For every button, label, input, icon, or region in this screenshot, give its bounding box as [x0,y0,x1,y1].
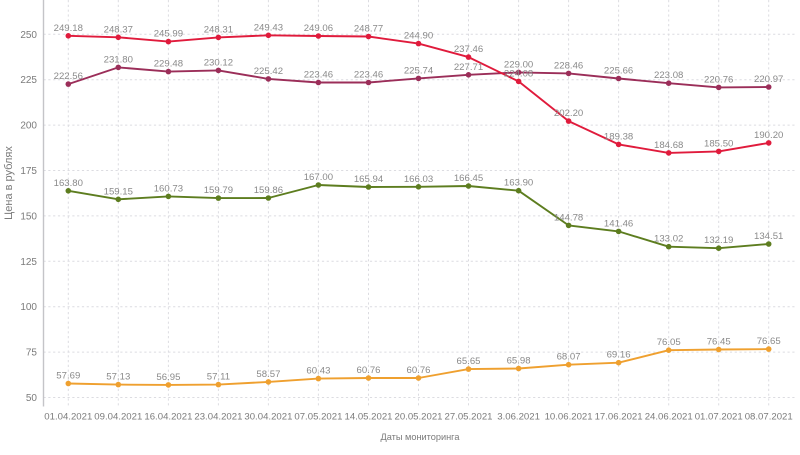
svg-text:01.04.2021: 01.04.2021 [44,412,92,423]
svg-text:134.51: 134.51 [754,231,783,242]
svg-text:244.90: 244.90 [404,31,433,42]
svg-text:223.08: 223.08 [654,70,683,81]
svg-text:01.07.2021: 01.07.2021 [695,412,743,423]
svg-text:125: 125 [20,257,37,268]
svg-text:166.03: 166.03 [404,174,433,185]
svg-text:159.86: 159.86 [254,185,283,196]
svg-text:100: 100 [20,302,37,313]
svg-text:150: 150 [20,211,37,222]
svg-text:65.98: 65.98 [507,356,531,367]
svg-text:Даты мониторинга: Даты мониторинга [381,432,461,442]
svg-text:231.80: 231.80 [104,54,133,65]
svg-text:229.48: 229.48 [154,59,183,70]
svg-text:202.20: 202.20 [554,108,583,119]
svg-text:69.16: 69.16 [607,350,631,361]
svg-text:166.45: 166.45 [454,173,483,184]
svg-text:248.31: 248.31 [204,24,233,35]
svg-text:237.46: 237.46 [454,44,483,55]
svg-text:200: 200 [20,121,37,132]
svg-text:248.77: 248.77 [354,24,383,35]
svg-text:249.18: 249.18 [54,23,83,34]
svg-text:229.00: 229.00 [504,59,533,70]
svg-text:17.06.2021: 17.06.2021 [595,412,643,423]
svg-text:225.66: 225.66 [604,66,633,77]
svg-text:159.15: 159.15 [104,186,133,197]
svg-text:76.65: 76.65 [757,336,781,347]
svg-text:30.04.2021: 30.04.2021 [244,412,292,423]
svg-text:Цена в рублях: Цена в рублях [3,146,15,220]
svg-text:50: 50 [26,393,38,404]
svg-text:132.19: 132.19 [704,235,733,246]
svg-text:57.11: 57.11 [207,372,230,383]
svg-text:228.46: 228.46 [554,60,583,71]
svg-text:20.05.2021: 20.05.2021 [394,412,442,423]
svg-text:163.90: 163.90 [504,178,533,189]
svg-text:57.13: 57.13 [106,372,130,383]
svg-text:27.05.2021: 27.05.2021 [444,412,492,423]
svg-text:189.38: 189.38 [604,131,633,142]
svg-text:220.76: 220.76 [704,74,733,85]
svg-text:24.06.2021: 24.06.2021 [645,412,693,423]
svg-text:222.56: 222.56 [54,71,83,82]
svg-text:163.80: 163.80 [54,178,83,189]
svg-text:225: 225 [20,75,37,86]
svg-text:75: 75 [26,348,38,359]
svg-text:57.69: 57.69 [56,371,80,382]
svg-text:245.99: 245.99 [154,29,183,40]
svg-text:23.04.2021: 23.04.2021 [194,412,242,423]
svg-text:56.95: 56.95 [156,372,180,383]
svg-text:60.43: 60.43 [306,366,330,377]
svg-text:09.04.2021: 09.04.2021 [94,412,142,423]
svg-text:3.06.2021: 3.06.2021 [497,412,540,423]
svg-text:76.45: 76.45 [707,337,731,348]
svg-text:165.94: 165.94 [354,174,384,185]
svg-text:76.05: 76.05 [657,337,681,348]
svg-text:65.65: 65.65 [456,356,480,367]
svg-text:175: 175 [20,166,37,177]
svg-text:220.97: 220.97 [754,74,783,85]
svg-text:167.00: 167.00 [304,172,333,183]
svg-text:223.46: 223.46 [304,70,333,81]
svg-text:58.57: 58.57 [256,369,280,380]
svg-text:60.76: 60.76 [406,365,430,376]
svg-text:16.04.2021: 16.04.2021 [144,412,192,423]
svg-text:159.79: 159.79 [204,185,233,196]
svg-text:60.76: 60.76 [356,365,380,376]
svg-text:68.07: 68.07 [557,352,581,363]
svg-text:230.12: 230.12 [204,57,233,68]
svg-text:160.73: 160.73 [154,183,183,194]
svg-text:133.02: 133.02 [654,234,683,245]
svg-text:14.05.2021: 14.05.2021 [344,412,392,423]
svg-text:185.50: 185.50 [704,138,733,149]
svg-text:08.07.2021: 08.07.2021 [745,412,793,423]
svg-text:144.78: 144.78 [554,212,583,223]
svg-text:227.71: 227.71 [454,62,483,73]
svg-text:250: 250 [20,30,37,41]
svg-text:141.46: 141.46 [604,218,633,229]
svg-text:190.20: 190.20 [754,130,783,141]
svg-text:10.06.2021: 10.06.2021 [545,412,593,423]
svg-text:184.68: 184.68 [654,140,683,151]
svg-text:225.42: 225.42 [254,66,283,77]
svg-text:07.05.2021: 07.05.2021 [294,412,342,423]
svg-text:225.74: 225.74 [404,65,434,76]
svg-text:223.46: 223.46 [354,70,383,81]
svg-text:224.08: 224.08 [504,68,533,79]
svg-text:248.37: 248.37 [104,24,133,35]
svg-text:249.06: 249.06 [304,23,333,34]
svg-text:249.43: 249.43 [254,22,283,33]
